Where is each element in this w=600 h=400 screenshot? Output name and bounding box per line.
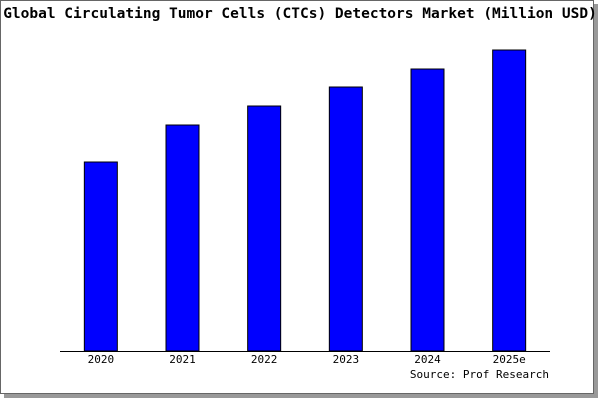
bar	[83, 161, 118, 352]
bar	[328, 86, 363, 352]
x-tick-label: 2023	[333, 353, 360, 366]
bar	[492, 49, 527, 352]
bar	[165, 124, 200, 352]
x-tick-label: 2025e	[493, 353, 526, 366]
x-tick-label: 2020	[88, 353, 115, 366]
chart-title: Global Circulating Tumor Cells (CTCs) De…	[3, 6, 597, 22]
x-tick-label: 2024	[414, 353, 441, 366]
x-tick-label: 2021	[169, 353, 196, 366]
source-note: Source: Prof Research	[410, 368, 549, 381]
bar	[247, 105, 282, 352]
bar	[410, 68, 445, 352]
x-tick-label: 2022	[251, 353, 278, 366]
